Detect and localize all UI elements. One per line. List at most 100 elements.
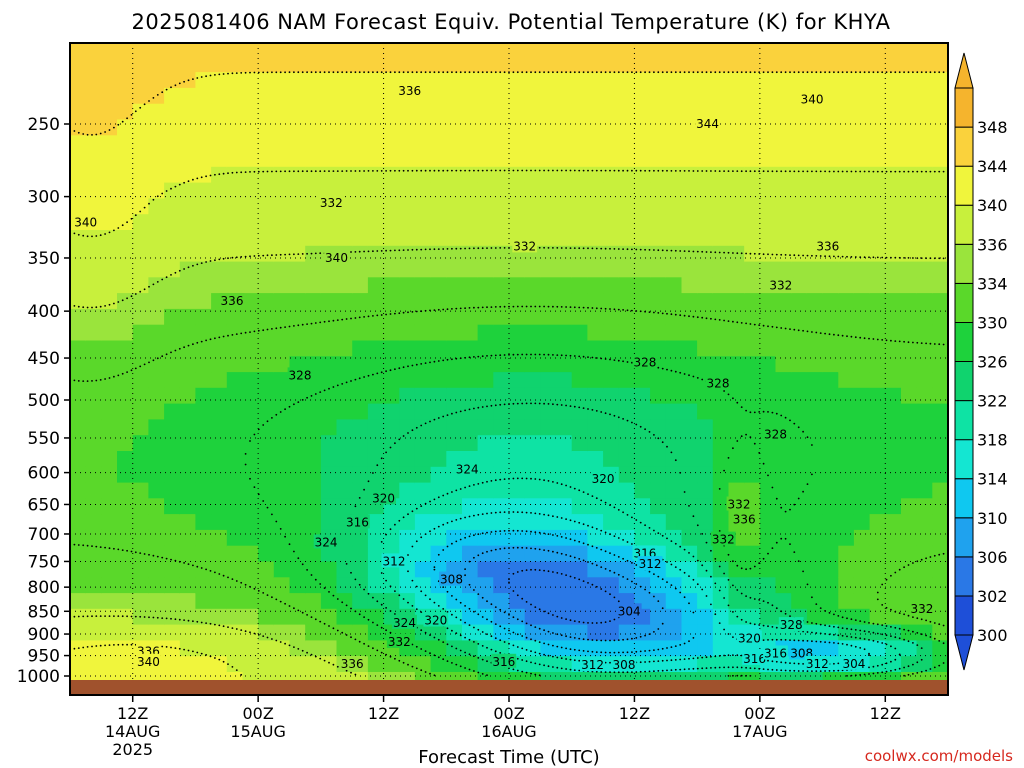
contour-320 — [486, 646, 488, 649]
contour-304 — [543, 569, 545, 572]
field-cell — [838, 561, 855, 579]
field-cell — [634, 166, 651, 184]
contour-332 — [806, 330, 809, 333]
field-cell — [258, 340, 275, 358]
contour-332 — [358, 640, 361, 643]
contour-316 — [705, 656, 708, 659]
contour-332 — [253, 330, 256, 333]
contour-label: 316 — [764, 647, 787, 661]
contour-316 — [547, 514, 550, 517]
field-cell — [697, 640, 714, 657]
contour-340 — [477, 169, 480, 172]
field-cell — [289, 514, 306, 531]
field-cell — [399, 498, 416, 515]
field-cell — [117, 466, 134, 484]
contour-336 — [218, 624, 221, 627]
field-cell — [101, 166, 118, 184]
field-cell — [885, 372, 902, 389]
field-cell — [273, 56, 291, 73]
contour-344 — [314, 71, 317, 74]
field-cell — [853, 403, 871, 421]
field-cell — [697, 135, 714, 152]
contour-332 — [372, 647, 374, 650]
contour-324 — [451, 645, 453, 648]
contour-308 — [639, 635, 642, 638]
field-cell — [85, 43, 103, 58]
contour-312 — [499, 530, 502, 532]
y-tick-label: 600 — [28, 464, 60, 484]
field-cell — [273, 498, 291, 515]
field-cell — [273, 340, 291, 358]
contour-328 — [688, 374, 690, 377]
contour-320 — [828, 633, 831, 636]
contour-308 — [473, 589, 475, 591]
field-cell — [806, 308, 824, 326]
field-cell — [148, 151, 165, 168]
field-cell — [901, 640, 918, 657]
field-cell — [289, 324, 306, 342]
field-cell — [320, 545, 338, 563]
contour-308 — [595, 564, 598, 567]
contour-316 — [473, 514, 475, 517]
field-cell — [273, 198, 291, 215]
field-cell — [524, 372, 542, 389]
field-cell — [148, 198, 165, 215]
field-cell — [242, 56, 259, 73]
field-cell — [493, 419, 510, 436]
contour-336 — [156, 616, 159, 619]
field-cell — [258, 529, 275, 547]
field-cell — [446, 545, 463, 563]
field-cell — [132, 119, 150, 137]
contour-316 — [846, 643, 848, 646]
contour-320 — [736, 666, 739, 669]
contour-340 — [780, 170, 783, 173]
field-cell — [164, 72, 181, 89]
contour-336 — [279, 641, 282, 643]
field-cell — [305, 656, 322, 673]
field-cell — [901, 182, 918, 200]
contour-336 — [205, 261, 208, 263]
field-cell — [587, 545, 604, 563]
field-cell — [728, 87, 745, 105]
contour-324 — [556, 403, 559, 406]
field-cell — [211, 466, 228, 484]
contour-344 — [854, 71, 857, 74]
contour-324 — [898, 637, 901, 640]
field-cell — [305, 182, 322, 200]
field-cell — [901, 214, 918, 231]
field-cell — [211, 419, 228, 436]
contour-304 — [508, 581, 510, 584]
contour-308 — [512, 546, 515, 549]
field-cell — [759, 324, 777, 342]
y-tick-label: 350 — [28, 249, 60, 269]
field-cell — [571, 356, 589, 373]
field-cell — [462, 656, 479, 673]
field-cell — [414, 372, 432, 389]
field-cell — [697, 182, 714, 200]
contour-320 — [494, 650, 497, 653]
field-cell — [462, 308, 479, 326]
contour-320 — [727, 666, 730, 669]
field-cell — [179, 261, 197, 279]
field-cell — [775, 545, 792, 563]
contour-336 — [235, 256, 238, 259]
contour-324 — [815, 622, 818, 625]
field-cell — [932, 0, 949, 10]
contour-336 — [77, 615, 80, 618]
contour-332 — [271, 596, 273, 599]
contour-340 — [367, 170, 370, 172]
field-cell — [932, 182, 948, 200]
field-cell — [305, 119, 322, 137]
field-cell — [697, 230, 714, 247]
field-cell — [712, 419, 730, 436]
field-cell — [697, 214, 714, 231]
field-cell — [164, 245, 181, 263]
field-cell — [838, 482, 855, 500]
contour-324 — [420, 629, 423, 632]
contour-332 — [385, 653, 387, 656]
field-cell — [273, 151, 291, 168]
field-cell — [603, 608, 620, 626]
field-cell — [571, 640, 589, 657]
field-cell — [540, 419, 557, 436]
contour-316 — [648, 660, 651, 663]
